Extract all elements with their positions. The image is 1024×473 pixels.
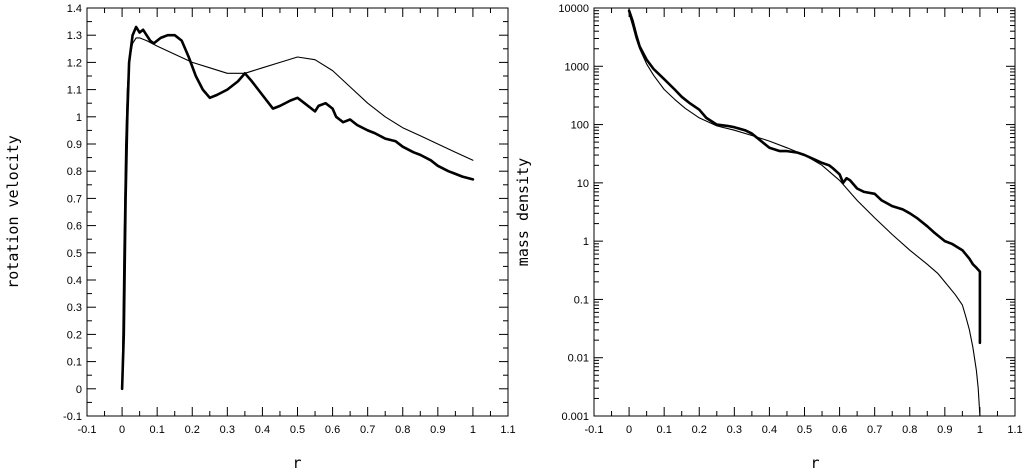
x-tick-labels: -0.1 0 0.1 0.2 0.3 0.4 0.5 0.6 0.7 0.8 0.9 1 1.1 <box>585 424 1023 436</box>
y-tick-label: 1.2 <box>67 57 82 69</box>
x-tick-label: 1.1 <box>500 424 515 436</box>
thin-series-line <box>121 37 474 390</box>
y-axis-label: mass density <box>514 158 532 266</box>
x-tick-label: 0.9 <box>430 424 445 436</box>
x-tick-label: 0 <box>626 424 632 436</box>
y-tick-label: -0.1 <box>63 411 82 423</box>
y-tick-label: 1 <box>583 236 589 248</box>
y-tick-labels: 0.001 0.01 0.1 1 10 100 1000 10000 <box>558 3 589 423</box>
y-tick-label: 0 <box>76 384 82 396</box>
thin-series-line <box>628 13 981 417</box>
x-tick-label: 0.4 <box>762 424 777 436</box>
x-tick-label: 0.2 <box>692 424 707 436</box>
y-tick-label: 0.5 <box>67 248 82 260</box>
x-tick-label: 0.5 <box>290 424 305 436</box>
y-tick-label: 0.8 <box>67 166 82 178</box>
x-tick-label: 0.8 <box>902 424 917 436</box>
y-tick-label: 1.4 <box>67 3 82 15</box>
y-tick-label: 0.1 <box>574 294 589 306</box>
x-tick-label: 0.7 <box>867 424 882 436</box>
x-tick-label: 0.3 <box>727 424 742 436</box>
series-lines <box>627 9 982 417</box>
y-tick-label: 1.1 <box>67 85 82 97</box>
series-lines <box>120 25 475 391</box>
y-tick-label: 10 <box>577 178 589 190</box>
x-tick-label: 0.2 <box>185 424 200 436</box>
x-axis-label: r <box>292 454 301 472</box>
thick-series-line <box>627 9 982 345</box>
x-tick-label: 1 <box>470 424 476 436</box>
y-tick-label: 0.7 <box>67 193 82 205</box>
thick-series-line <box>120 25 475 391</box>
x-tick-label: 0.1 <box>150 424 165 436</box>
mass-density-chart: -0.1 0 0.1 0.2 0.3 0.4 0.5 0.6 0.7 0.8 0.9 1 1.1 0.0… <box>514 3 1023 472</box>
x-tick-label: 0 <box>119 424 125 436</box>
x-tick-label: 0.7 <box>360 424 375 436</box>
y-tick-label: 0.6 <box>67 221 82 233</box>
x-tick-label: -0.1 <box>585 424 604 436</box>
y-tick-label: 0.001 <box>561 411 589 423</box>
y-tick-label: 10000 <box>558 3 589 15</box>
ticks <box>593 7 1016 417</box>
x-tick-label: 0.6 <box>325 424 340 436</box>
x-tick-label: 1.1 <box>1007 424 1022 436</box>
y-tick-label: 0.9 <box>67 139 82 151</box>
x-tick-label: 0.5 <box>797 424 812 436</box>
y-axis-label: rotation velocity <box>4 135 22 289</box>
y-tick-label: 0.2 <box>67 329 82 341</box>
x-tick-label: 0.9 <box>937 424 952 436</box>
y-tick-label: 0.3 <box>67 302 82 314</box>
x-tick-label: 1 <box>977 424 983 436</box>
plot-frame <box>86 7 509 417</box>
x-axis-label: r <box>810 454 819 472</box>
x-tick-label: -0.1 <box>78 424 97 436</box>
y-tick-label: 1.3 <box>67 30 82 42</box>
y-tick-label: 0.01 <box>568 353 589 365</box>
x-tick-label: 0.4 <box>255 424 270 436</box>
rotation-velocity-chart: -0.1 0 0.1 0.2 0.3 0.4 0.5 0.6 0.7 0.8 0.9 1 1.1 -0.… <box>4 3 516 472</box>
x-tick-label: 0.1 <box>657 424 672 436</box>
x-tick-label: 0.6 <box>832 424 847 436</box>
y-tick-label: 1000 <box>565 61 589 73</box>
x-tick-labels: -0.1 0 0.1 0.2 0.3 0.4 0.5 0.6 0.7 0.8 0.9 1 1.1 <box>78 424 516 436</box>
y-tick-label: 100 <box>571 120 589 132</box>
plot-frame <box>593 7 1016 417</box>
ticks <box>86 7 509 417</box>
x-tick-label: 0.8 <box>395 424 410 436</box>
y-tick-label: 0.1 <box>67 357 82 369</box>
y-tick-label: 1 <box>76 112 82 124</box>
x-tick-label: 0.3 <box>220 424 235 436</box>
y-tick-labels: -0.1 0 0.1 0.2 0.3 0.4 0.5 0.6 0.7 0.8 0.9 1 1.1 1.2 1… <box>63 3 82 423</box>
y-tick-label: 0.4 <box>67 275 82 287</box>
